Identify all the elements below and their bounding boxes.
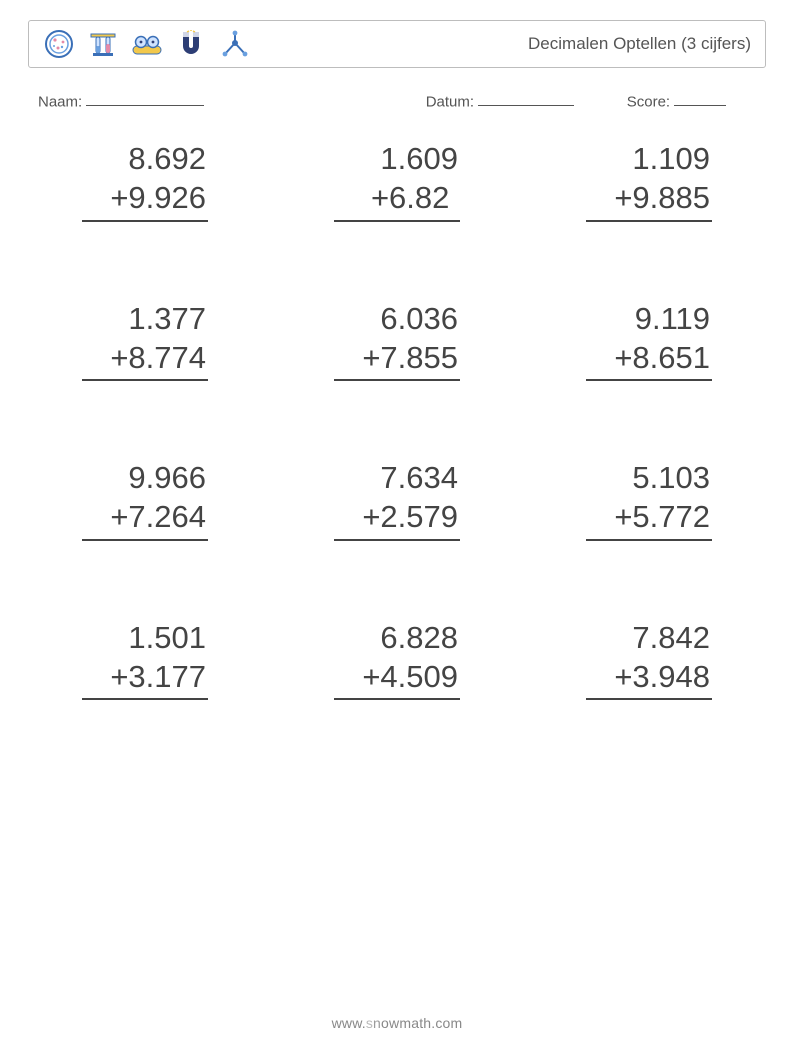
problem: 5.103+5.772	[586, 459, 712, 541]
worksheet-title: Decimalen Optellen (3 cijfers)	[528, 34, 751, 54]
operand-b: +3.177	[82, 658, 208, 701]
operand-b: +5.772	[586, 498, 712, 541]
footer: www.snowmath.com	[0, 1015, 794, 1031]
operand-a: 6.828	[334, 619, 460, 658]
magnet-icon	[175, 28, 207, 60]
petri-dish-icon	[43, 28, 75, 60]
header-icons	[43, 28, 251, 60]
molecule-icon	[219, 28, 251, 60]
operand-b: +8.774	[82, 339, 208, 382]
problem: 6.828+4.509	[334, 619, 460, 701]
problem: 6.036+7.855	[334, 300, 460, 382]
operand-a: 9.119	[586, 300, 712, 339]
operand-b: +6.82	[334, 179, 460, 222]
footer-s: s	[366, 1015, 373, 1031]
operand-a: 1.501	[82, 619, 208, 658]
footer-prefix: www.	[332, 1015, 366, 1031]
name-label: Naam:	[38, 93, 82, 110]
score-label: Score:	[627, 93, 670, 110]
problem: 1.609+6.82	[334, 140, 460, 222]
date-field: Datum:	[426, 92, 627, 110]
operand-b: +7.855	[334, 339, 460, 382]
operand-a: 5.103	[586, 459, 712, 498]
date-blank[interactable]	[478, 92, 574, 106]
problem: 1.377+8.774	[82, 300, 208, 382]
worksheet-page: Decimalen Optellen (3 cijfers) Naam: Dat…	[0, 0, 794, 1053]
footer-n: n	[373, 1015, 381, 1031]
score-field: Score:	[627, 92, 756, 110]
operand-a: 6.036	[334, 300, 460, 339]
problem: 7.634+2.579	[334, 459, 460, 541]
goggles-icon	[131, 28, 163, 60]
problem: 7.842+3.948	[586, 619, 712, 701]
operand-b: +2.579	[334, 498, 460, 541]
operand-b: +7.264	[82, 498, 208, 541]
problems-grid: 8.692+9.926 1.609+6.82 1.109+9.885 1.377…	[28, 140, 766, 700]
problem: 8.692+9.926	[82, 140, 208, 222]
footer-rest: owmath.com	[381, 1015, 462, 1031]
operand-b: +9.885	[586, 179, 712, 222]
operand-a: 7.634	[334, 459, 460, 498]
operand-a: 9.966	[82, 459, 208, 498]
test-tubes-icon	[87, 28, 119, 60]
operand-a: 1.109	[586, 140, 712, 179]
operand-a: 1.609	[334, 140, 460, 179]
date-label: Datum:	[426, 93, 474, 110]
header-bar: Decimalen Optellen (3 cijfers)	[28, 20, 766, 68]
operand-b: +9.926	[82, 179, 208, 222]
problem: 1.109+9.885	[586, 140, 712, 222]
info-row: Naam: Datum: Score:	[28, 92, 766, 140]
name-field: Naam:	[38, 92, 426, 110]
problem: 9.966+7.264	[82, 459, 208, 541]
operand-a: 7.842	[586, 619, 712, 658]
operand-b: +3.948	[586, 658, 712, 701]
operand-a: 8.692	[82, 140, 208, 179]
score-blank[interactable]	[674, 92, 726, 106]
problem: 9.119+8.651	[586, 300, 712, 382]
problem: 1.501+3.177	[82, 619, 208, 701]
operand-b: +8.651	[586, 339, 712, 382]
operand-b: +4.509	[334, 658, 460, 701]
name-blank[interactable]	[86, 92, 204, 106]
operand-a: 1.377	[82, 300, 208, 339]
